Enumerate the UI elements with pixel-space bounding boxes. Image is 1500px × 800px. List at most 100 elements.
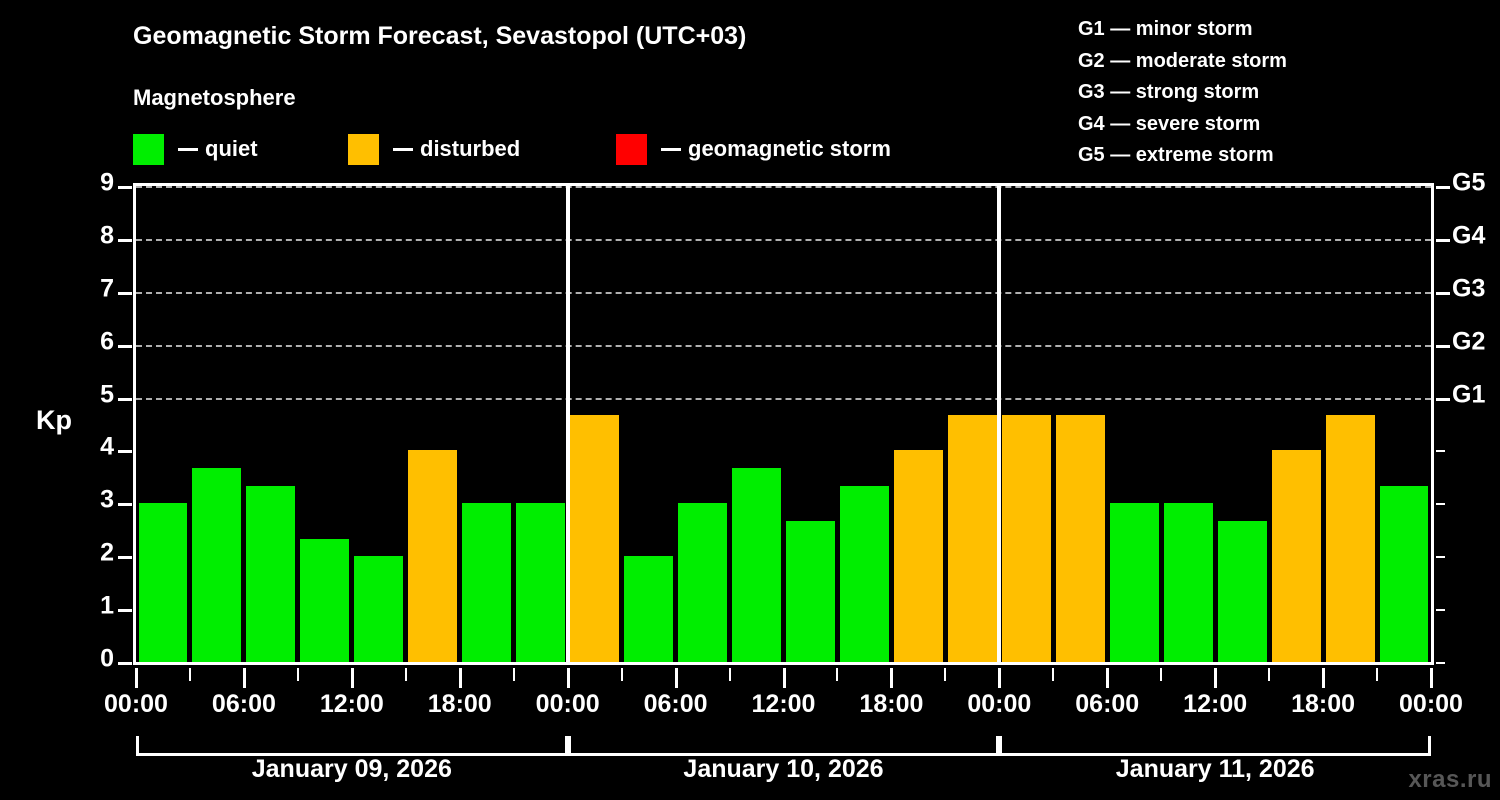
- x-axis-tick: [944, 668, 947, 681]
- gscale-item-g5: G5 — extreme storm: [1078, 144, 1274, 166]
- x-axis-tick: [782, 668, 786, 688]
- y-axis-tick-6: [118, 344, 132, 348]
- bar-kp: [624, 556, 674, 662]
- legend-label: disturbed: [420, 136, 521, 161]
- x-axis-tick: [188, 668, 191, 681]
- x-axis-time-label: 06:00: [643, 690, 708, 718]
- day-divider: [565, 186, 570, 662]
- g-axis-tick-G5: [1436, 186, 1450, 189]
- x-axis-tick: [1160, 668, 1163, 681]
- day-divider: [997, 186, 1002, 662]
- x-axis-tick: [836, 668, 839, 681]
- x-axis-time-label: 00:00: [1399, 690, 1463, 718]
- chart-subtitle: Magnetosphere: [133, 85, 296, 110]
- legend-swatch-storm: [616, 133, 647, 165]
- y-axis-left: 0 1 2 3 4 5 6 7 8 9: [80, 169, 114, 673]
- x-axis-tick: [1268, 668, 1271, 681]
- bar-kp: [462, 503, 512, 662]
- bar-kp: [1163, 503, 1213, 662]
- x-axis-time-label: 00:00: [967, 690, 1032, 718]
- gscale-item-g2: G2 — moderate storm: [1078, 49, 1287, 72]
- g-axis-tick-G4: [1436, 238, 1450, 242]
- y-axis-tick-3: [118, 503, 132, 507]
- day-label: January 09, 2026: [251, 755, 452, 783]
- y-axis-label-0: 0: [100, 644, 114, 673]
- g-axis-tick-G2: [1436, 344, 1450, 348]
- legend-label: geomagnetic storm: [688, 136, 891, 161]
- day-bracket: [567, 736, 1000, 756]
- day-bracket: [136, 736, 568, 756]
- x-axis-tick: [512, 668, 515, 681]
- gridline-kp-9: [136, 186, 1431, 188]
- bar-kp: [1379, 485, 1429, 662]
- legend-swatch-quiet: [133, 133, 164, 165]
- y-axis-tick-8: [118, 238, 132, 242]
- x-axis-tick: [350, 668, 354, 688]
- x-axis-tick: [566, 668, 570, 688]
- g-axis-label-G2: G2: [1452, 327, 1486, 356]
- x-axis-tick: [1322, 668, 1326, 688]
- x-axis-time-label: 18:00: [859, 690, 924, 718]
- y-axis-tick-9: [118, 186, 132, 189]
- y-axis-title: Kp: [36, 405, 72, 435]
- legend-item-quiet: quiet: [133, 133, 258, 165]
- bar-kp: [839, 485, 889, 662]
- x-axis-tick: [135, 668, 138, 688]
- legend-dash-icon: [393, 147, 413, 151]
- y-axis-label-4: 4: [100, 432, 114, 461]
- x-axis-time-label: 12:00: [751, 690, 816, 718]
- x-axis-tick: [728, 668, 731, 681]
- y-axis-label-9: 9: [100, 168, 114, 197]
- g-axis-tick-G1: [1436, 397, 1450, 401]
- gscale-item-g4: G4 — severe storm: [1078, 112, 1261, 135]
- x-axis-time-label: 18:00: [427, 690, 492, 718]
- x-axis-time-label: 18:00: [1291, 690, 1356, 718]
- x-axis-tick: [1214, 668, 1218, 688]
- bar-kp: [732, 467, 781, 662]
- g-axis-minor-tick-kp-0: [1436, 662, 1445, 664]
- y-axis-label-6: 6: [100, 327, 114, 356]
- x-axis-tick: [998, 668, 1002, 688]
- y-axis-right: G1 G2 G3 G4 G5: [1452, 169, 1500, 665]
- page-title: Geomagnetic Storm Forecast, Sevastopol (…: [133, 22, 747, 50]
- bar-kp: [1001, 415, 1051, 662]
- g-axis-minor-tick-kp-2: [1436, 556, 1445, 559]
- y-axis-label-3: 3: [100, 485, 114, 514]
- y-axis-label-1: 1: [100, 591, 114, 620]
- bar-kp: [893, 450, 943, 662]
- g-axis-label-G3: G3: [1452, 274, 1486, 303]
- bar-kp: [354, 556, 404, 662]
- bar-kp: [1325, 415, 1375, 662]
- x-axis-time-label: 12:00: [1183, 690, 1248, 718]
- y-axis-label-7: 7: [100, 274, 114, 303]
- bar-kp: [1271, 450, 1321, 662]
- y-axis-tick-7: [118, 291, 132, 295]
- x-axis-tick: [296, 668, 299, 681]
- bar-kp: [1109, 503, 1159, 662]
- y-axis-tick-2: [118, 556, 132, 560]
- x-axis-time-label: 00:00: [104, 690, 168, 718]
- g-axis-tick-G3: [1436, 291, 1450, 295]
- x-axis-time-label: 00:00: [535, 690, 600, 718]
- legend-item-geomagnetic-storm: geomagnetic storm: [616, 133, 891, 165]
- gridline-kp-7: [136, 291, 1431, 294]
- legend-dash-icon: [661, 147, 681, 151]
- bar-kp: [786, 520, 835, 662]
- y-axis-label-2: 2: [100, 538, 114, 567]
- x-axis-tick: [1106, 668, 1110, 688]
- gscale-item-g1: G1 — minor storm: [1078, 18, 1253, 40]
- x-axis-tick: [404, 668, 407, 681]
- y-axis-tick-1: [118, 609, 132, 613]
- legend-swatch-disturbed: [348, 133, 379, 165]
- g-axis-minor-tick-kp-4: [1436, 450, 1445, 453]
- day-bracket: [999, 736, 1431, 756]
- bar-kp: [300, 538, 350, 662]
- legend-label: quiet: [205, 136, 258, 161]
- g-axis-minor-tick-kp-1: [1436, 609, 1445, 612]
- bar-kp: [1217, 520, 1267, 662]
- x-axis-tick: [1376, 668, 1379, 681]
- bar-kp: [192, 467, 242, 662]
- x-axis-tick: [620, 668, 623, 681]
- g-axis-label-G4: G4: [1452, 221, 1486, 250]
